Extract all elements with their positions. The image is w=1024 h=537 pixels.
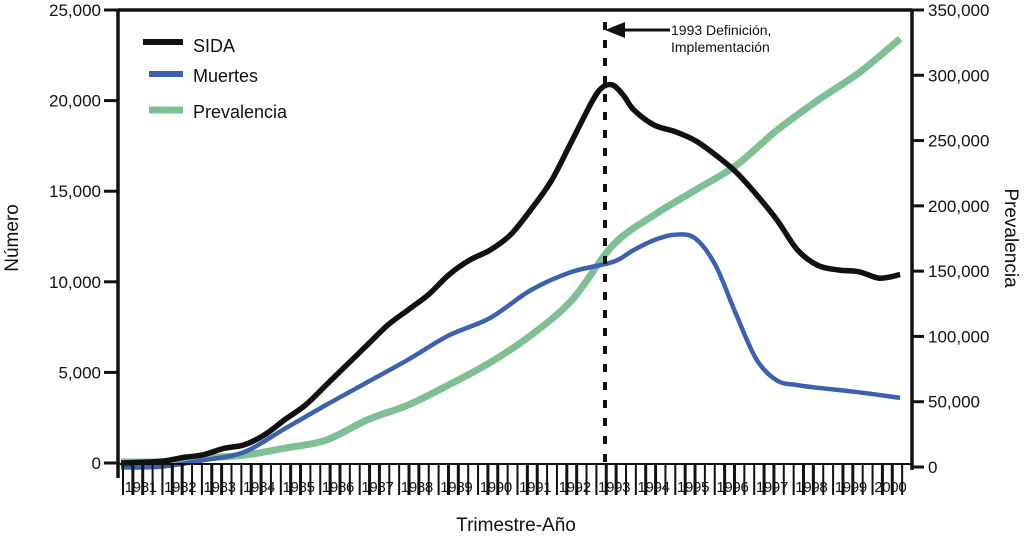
y-tick-label: 15,000 [49, 182, 101, 201]
annotation: 1993 Definición, Implementación [603, 22, 771, 466]
x-tick-label: 2000 [874, 479, 906, 496]
y-tick-label: 25,000 [49, 1, 101, 20]
y2-tick-label: 50,000 [928, 393, 980, 412]
series-line-muertes [120, 232, 901, 470]
legend-item-sida: SIDA [143, 36, 235, 56]
y-axis-title: Número [2, 204, 23, 272]
series-layer [120, 36, 903, 470]
y2-tick-label: 150,000 [928, 262, 989, 281]
x-tick-label: 1997 [756, 479, 788, 496]
annotation-text-line1: 1993 Definición, [671, 22, 771, 38]
x-tick-label: 1995 [677, 479, 709, 496]
x-tick-label: 1986 [322, 479, 354, 496]
x-tick-label: 1990 [480, 479, 512, 496]
series-line-sida [120, 81, 901, 466]
y-tick-label: 20,000 [49, 92, 101, 111]
x-tick-label: 1991 [519, 479, 551, 496]
y-axis-ticks: 0 5,000 10,000 15,000 20,000 25,000 [49, 1, 118, 473]
y-tick-label: 0 [92, 454, 101, 473]
y-tick-label: 10,000 [49, 273, 101, 292]
y-tick-label: 5,000 [58, 363, 101, 382]
x-tick-label: 1983 [204, 479, 236, 496]
y2-axis-ticks: 0 50,000 100,000 150,000 200,000 250,000 300,0… [912, 1, 989, 477]
x-tick-label: 1985 [282, 479, 314, 496]
x-tick-label: 1996 [716, 479, 748, 496]
x-tick-label: 1987 [361, 479, 393, 496]
legend-label-prevalencia: Prevalencia [193, 102, 288, 122]
x-tick-label: 1999 [835, 479, 867, 496]
x-axis-title: Trimestre-Año [456, 515, 576, 536]
plot-frame [116, 8, 914, 478]
x-axis-ticks: 1981 1982 1983 1984 1985 1986 1987 1988 1989 1990… [122, 465, 907, 496]
x-tick-label: 1984 [243, 479, 275, 496]
series-line-prevalencia [120, 36, 903, 466]
y2-axis-title: Prevalencia [1000, 188, 1021, 288]
x-tick-label: 1981 [125, 479, 157, 496]
y2-tick-label: 100,000 [928, 327, 989, 346]
legend-item-muertes: Muertes [149, 66, 258, 86]
y2-tick-label: 0 [928, 458, 937, 477]
x-tick-label: 1982 [164, 479, 196, 496]
legend-label-muertes: Muertes [193, 66, 258, 86]
x-tick-label: 1998 [795, 479, 827, 496]
y2-tick-label: 250,000 [928, 132, 989, 151]
x-tick-label: 1989 [440, 479, 472, 496]
annotation-text-line2: Implementación [671, 39, 770, 55]
x-tick-label: 1988 [401, 479, 433, 496]
x-tick-label: 1992 [559, 479, 591, 496]
y2-tick-label: 350,000 [928, 1, 989, 20]
x-tick-label: 1994 [637, 479, 669, 496]
x-tick-label: 1993 [598, 479, 630, 496]
legend-label-sida: SIDA [193, 36, 235, 56]
annotation-arrow-head [605, 22, 625, 38]
y2-tick-label: 300,000 [928, 66, 989, 85]
legend-item-prevalencia: Prevalencia [149, 102, 288, 122]
y2-tick-label: 200,000 [928, 197, 989, 216]
legend: SIDA Muertes Prevalencia [143, 36, 288, 122]
